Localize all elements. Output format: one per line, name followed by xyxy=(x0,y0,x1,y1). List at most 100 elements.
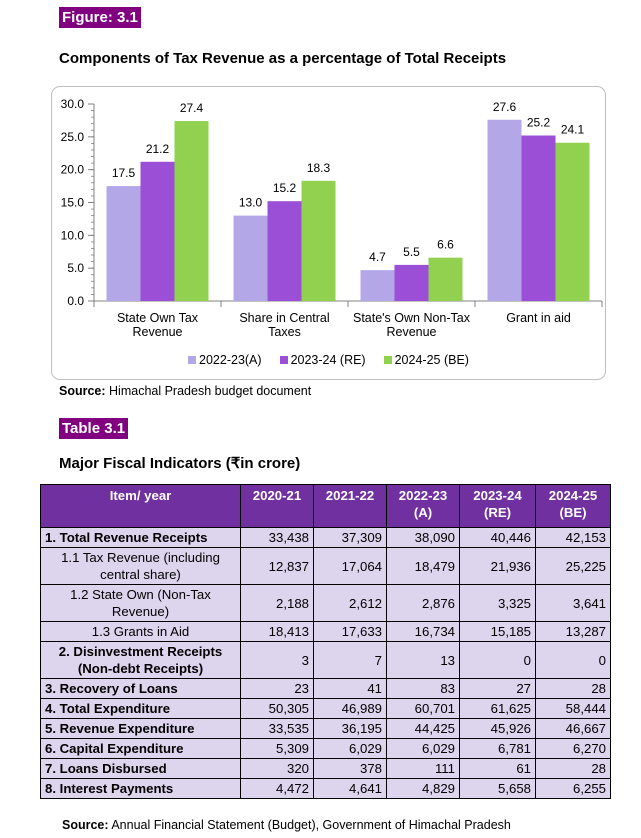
table-cell: 28 xyxy=(535,758,611,779)
column-header-line: 2023-24 xyxy=(473,488,522,503)
table-cell: 21,936 xyxy=(459,547,536,585)
y-tick-label: 10.0 xyxy=(61,228,85,242)
legend-label: 2023-24 (RE) xyxy=(290,353,366,367)
y-tick-label: 5.0 xyxy=(67,261,84,275)
bar-value-label: 5.5 xyxy=(403,245,420,259)
table-cell: 17,633 xyxy=(313,621,387,642)
legend-item: 2023-24 (RE) xyxy=(279,353,366,367)
row-label-line: 1.3 Grants in Aid xyxy=(91,624,190,639)
x-category-label: State Own Tax xyxy=(117,311,199,325)
table-cell: 83 xyxy=(386,678,460,699)
table-title: Major Fiscal Indicators (₹in crore) xyxy=(59,455,301,472)
table-cell: 16,734 xyxy=(386,621,460,642)
row-label: 3. Recovery of Loans xyxy=(40,678,241,699)
table-cell: 38,090 xyxy=(386,527,460,548)
row-label-line: 1. Total Revenue Receipts xyxy=(45,530,208,545)
table-cell: 6,255 xyxy=(535,778,611,799)
bar xyxy=(174,121,209,301)
row-label-line: 6. Capital Expenditure xyxy=(45,741,184,756)
table-cell: 12,837 xyxy=(240,547,314,585)
table-row: 3. Recovery of Loans 23 41 83 27 28 xyxy=(40,678,611,699)
table-cell: 37,309 xyxy=(313,527,387,548)
figure-label: Figure: 3.1 xyxy=(59,7,141,28)
table-cell: 28 xyxy=(535,678,611,699)
row-label-line: 8. Interest Payments xyxy=(45,781,174,796)
table-cell: 13 xyxy=(386,641,460,679)
table-source-label: Source: xyxy=(62,818,109,832)
bar xyxy=(106,186,141,301)
table-cell: 0 xyxy=(459,641,536,679)
bar xyxy=(233,215,268,301)
table-cell: 6,029 xyxy=(386,738,460,759)
table-cell: 5,658 xyxy=(459,778,536,799)
column-header-line: 2022-23 xyxy=(398,488,448,503)
row-label-line: 3. Recovery of Loans xyxy=(45,681,178,696)
table-cell: 4,641 xyxy=(313,778,387,799)
bar xyxy=(360,270,395,301)
bar-value-label: 27.4 xyxy=(180,101,204,115)
column-header-line: 2020-21 xyxy=(252,488,302,503)
table-cell: 60,701 xyxy=(386,698,460,719)
table-source: Source: Annual Financial Statement (Budg… xyxy=(62,818,511,832)
column-header-subline: (BE) xyxy=(559,505,587,520)
bar-value-label: 25.2 xyxy=(527,116,551,130)
legend-swatch xyxy=(188,356,197,364)
bar-value-label: 21.2 xyxy=(146,142,170,156)
table-cell: 18,479 xyxy=(386,547,460,585)
table-cell: 18,413 xyxy=(240,621,314,642)
row-label: 8. Interest Payments xyxy=(40,778,241,799)
legend-swatch xyxy=(383,356,392,364)
row-label-line: 4. Total Expenditure xyxy=(45,701,171,716)
table-cell: 17,064 xyxy=(313,547,387,585)
row-label-line: central share) xyxy=(100,567,181,582)
y-tick-label: 20.0 xyxy=(61,163,85,177)
y-tick-label: 25.0 xyxy=(61,130,85,144)
table-label: Table 3.1 xyxy=(59,418,129,439)
table-row: 2. Disinvestment Receipts (Non-debt Recei… xyxy=(40,641,611,679)
x-category-label: Taxes xyxy=(268,325,301,339)
table-cell: 33,438 xyxy=(240,527,314,548)
figure-source-label: Source: xyxy=(59,384,106,398)
row-label: 7. Loans Disbursed xyxy=(40,758,241,779)
table-cell: 15,185 xyxy=(459,621,536,642)
table-row: 5. Revenue Expenditure 33,535 36,195 44,425… xyxy=(40,718,611,739)
table-cell: 0 xyxy=(535,641,611,679)
bar-value-label: 18.3 xyxy=(307,161,331,175)
table-cell: 4,829 xyxy=(386,778,460,799)
bar xyxy=(487,119,522,301)
table-cell: 61 xyxy=(459,758,536,779)
table-cell: 45,926 xyxy=(459,718,536,739)
table-cell: 13,287 xyxy=(535,621,611,642)
bar-value-label: 13.0 xyxy=(239,196,263,210)
table-source-text: Annual Financial Statement (Budget), Gov… xyxy=(108,818,511,832)
bar-value-label: 27.6 xyxy=(493,100,517,114)
table-cell: 6,270 xyxy=(535,738,611,759)
column-header-year: 2021-22 xyxy=(313,484,387,528)
column-header-year: 2020-21 xyxy=(240,484,314,528)
table-cell: 42,153 xyxy=(535,527,611,548)
table-cell: 2,876 xyxy=(386,584,460,622)
table-header-row: Item/ year 2020-21 2021-22 2022-23 (A) 2023-2… xyxy=(40,484,611,528)
table-cell: 3,641 xyxy=(535,584,611,622)
x-category-label: State's Own Non-Tax xyxy=(353,311,471,325)
y-tick-label: 30.0 xyxy=(61,97,85,111)
table-cell: 5,309 xyxy=(240,738,314,759)
table-row: 1.3 Grants in Aid 18,413 17,633 16,734 15,18… xyxy=(40,621,611,642)
column-header-line: 2021-22 xyxy=(325,488,375,503)
row-label: 1. Total Revenue Receipts xyxy=(40,527,241,548)
row-label-line: 5. Revenue Expenditure xyxy=(45,721,195,736)
row-label: 2. Disinvestment Receipts (Non-debt Recei… xyxy=(40,641,241,679)
bar xyxy=(301,180,336,301)
table-cell: 6,029 xyxy=(313,738,387,759)
column-header-line: Item/ year xyxy=(109,488,172,503)
bar-value-label: 17.5 xyxy=(112,166,136,180)
row-label-line: (Non-debt Receipts) xyxy=(77,661,204,676)
table-cell: 27 xyxy=(459,678,536,699)
bar xyxy=(521,135,556,301)
legend-label: 2022-23(A) xyxy=(199,353,262,367)
bar xyxy=(140,161,175,301)
table-cell: 6,781 xyxy=(459,738,536,759)
x-category-label: Share in Central xyxy=(239,311,329,325)
table-cell: 33,535 xyxy=(240,718,314,739)
table-cell: 2,188 xyxy=(240,584,314,622)
